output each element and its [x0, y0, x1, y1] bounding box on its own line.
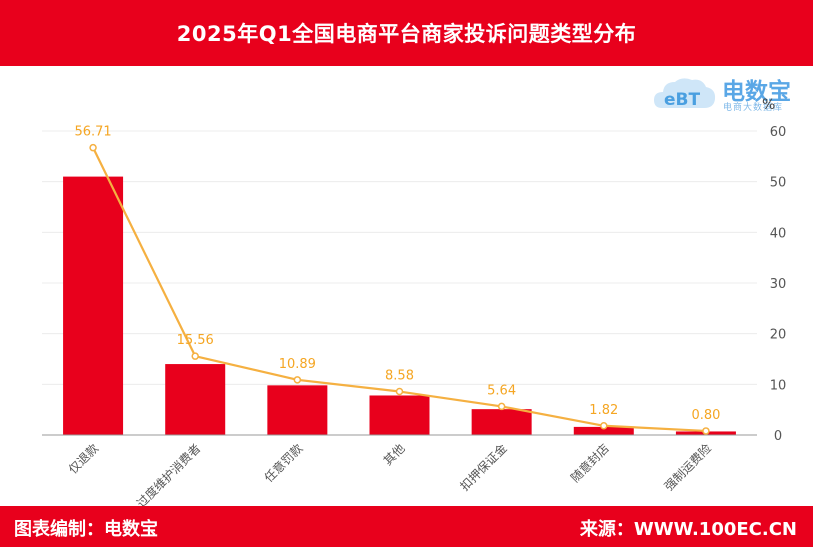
bar — [471, 409, 532, 435]
title-bar: 2025年Q1全国电商平台商家投诉问题类型分布 — [0, 0, 813, 66]
y-tick-label: 50 — [770, 176, 787, 191]
footer-source: 来源：WWW.100EC.CN — [579, 519, 797, 540]
logo-brand: 电数宝 — [722, 79, 791, 105]
x-tick-label: 其他 — [381, 441, 408, 468]
x-tick-label: 任意罚款 — [261, 441, 306, 486]
line-point — [702, 427, 710, 435]
bar — [165, 364, 226, 435]
x-tick-label: 过度维护消费者 — [133, 441, 203, 506]
data-label: 5.64 — [487, 383, 516, 398]
y-tick-label: 0 — [774, 429, 782, 444]
x-tick-label: 强制运费险 — [661, 441, 714, 494]
y-tick-label: 40 — [770, 226, 787, 241]
y-tick-label: 20 — [770, 328, 787, 343]
brand-logo: eBT 电数宝 电商大数据库 — [650, 70, 800, 116]
y-tick-label: 10 — [770, 378, 787, 393]
footer-bar: 图表编制：电数宝 来源：WWW.100EC.CN — [0, 506, 813, 547]
y-tick-label: 60 — [770, 125, 787, 140]
data-label: 15.56 — [177, 333, 214, 348]
data-label: 8.58 — [385, 369, 414, 384]
data-label: 10.89 — [279, 357, 316, 372]
bar — [63, 176, 124, 435]
chart-title: 2025年Q1全国电商平台商家投诉问题类型分布 — [176, 22, 637, 46]
data-label: 1.82 — [589, 403, 618, 418]
x-tick-label: 随意封店 — [567, 441, 612, 486]
line-point — [191, 352, 199, 360]
y-tick-label: 30 — [770, 277, 787, 292]
line-point — [600, 422, 608, 430]
line-point — [89, 143, 97, 152]
data-label: 0.80 — [691, 408, 720, 423]
x-tick-label: 扣押保证金 — [457, 441, 510, 494]
chart-plot: 0 10 20 30 40 50 60 56.71 15.56 10.89 8.58 5.64 1.82… — [42, 125, 787, 506]
y-axis-unit: % — [762, 97, 776, 113]
line-point — [395, 387, 404, 396]
footer-credit: 图表编制：电数宝 — [14, 519, 158, 540]
logo-subtitle: 电商大数据库 — [723, 103, 784, 113]
bar — [573, 426, 634, 435]
line-point — [293, 376, 302, 384]
line-point — [497, 402, 506, 411]
cloud-logo-icon: eBT — [654, 78, 716, 110]
data-label: 56.71 — [74, 125, 111, 140]
bar — [267, 385, 328, 435]
bar — [369, 395, 430, 435]
svg-text:eBT: eBT — [664, 90, 700, 110]
x-tick-label: 仅退款 — [66, 441, 101, 476]
